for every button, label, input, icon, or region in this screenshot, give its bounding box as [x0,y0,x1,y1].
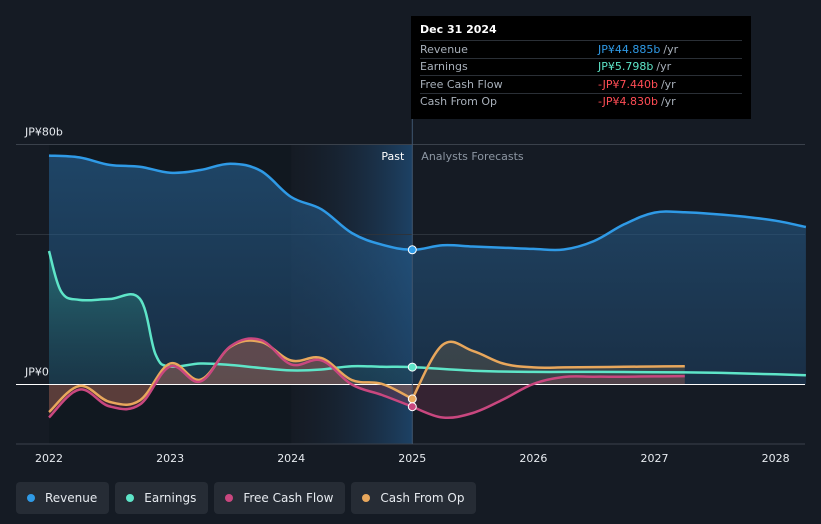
legend-label: Cash From Op [380,491,465,505]
legend-item-revenue[interactable]: Revenue [16,482,110,514]
legend-label: Free Cash Flow [243,491,334,505]
earnings-line [47,250,806,377]
tooltip-value: -JP¥4.830b [598,95,658,109]
x-tick-label: 2024 [277,452,305,465]
legend: Revenue Earnings Free Cash Flow Cash Fro… [16,482,477,514]
legend-dot-icon [126,494,135,502]
earnings-marker [407,362,417,372]
tooltip-value: -JP¥7.440b [598,77,658,91]
legend-label: Earnings [144,491,197,505]
tooltip-value: JP¥5.798b [598,60,654,74]
revenue-marker [407,245,417,255]
y-tick-label: JP¥80b [24,126,63,139]
tooltip-date: Dec 31 2024 [420,23,497,36]
x-tick-label: 2025 [398,452,426,465]
free-cash-flow-forecast-line [411,374,685,420]
legend-dot-icon [225,494,234,502]
tooltip-label: Cash From Op [420,95,498,109]
free-cash-flow-area [49,338,413,418]
tooltip-label: Revenue [420,42,468,56]
legend-label: Revenue [45,491,98,505]
tooltip-value: JP¥44.885b [598,42,661,56]
free-cash-flow-line [48,337,413,419]
tooltip-unit: /yr [656,60,672,74]
x-tick-label: 2022 [35,452,63,465]
legend-item-earnings[interactable]: Earnings [115,482,209,514]
cash-from-op-marker [407,394,417,404]
cash-from-op-forecast-area [412,341,685,399]
legend-item-cash-from-op[interactable]: Cash From Op [351,482,477,514]
revenue-area [49,155,806,385]
legend-dot-icon [27,494,35,502]
tooltip-label: Free Cash Flow [420,77,503,91]
revenue-line [48,154,807,252]
tooltip-unit: /yr [660,77,676,91]
tooltip-row-free-cash-flow: Free Cash Flow -JP¥7.440b /yr [420,75,742,93]
legend-item-free-cash-flow[interactable]: Free Cash Flow [214,482,346,514]
tooltip-row-revenue: Revenue JP¥44.885b /yr [420,40,742,58]
tooltip-row-cash-from-op: Cash From Op -JP¥4.830b /yr [420,92,742,111]
tooltip-label: Earnings [420,60,468,74]
cash-from-op-forecast-line [411,340,685,400]
x-tick-label: 2027 [641,452,669,465]
free-cash-flow-forecast-area [412,376,685,418]
x-tick-label: 2023 [156,452,184,465]
tooltip: Dec 31 2024 Revenue JP¥44.885b /yr Earni… [411,16,751,119]
tooltip-unit: /yr [663,42,679,56]
tooltip-row-earnings: Earnings JP¥5.798b /yr [420,57,742,76]
earnings-area [49,251,413,385]
forecast-label: Analysts Forecasts [421,150,524,163]
tooltip-unit: /yr [660,95,676,109]
free-cash-flow-marker [407,402,417,412]
x-tick-label: 2026 [519,452,547,465]
y-tick-label: JP¥0 [24,366,49,379]
x-tick-label: 2028 [762,452,790,465]
past-label: Past [381,150,405,163]
legend-dot-icon [362,494,371,502]
